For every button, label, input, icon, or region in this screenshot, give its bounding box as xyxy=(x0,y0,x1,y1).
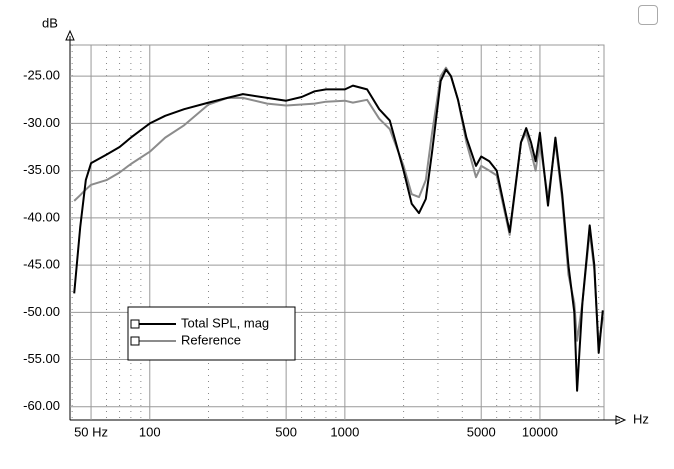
y-tick-label: -25.00 xyxy=(23,68,60,83)
y-tick-label: -60.00 xyxy=(23,398,60,413)
y-axis-arrow xyxy=(65,29,75,41)
y-tick-label: -30.00 xyxy=(23,115,60,130)
y-tick-label: -40.00 xyxy=(23,209,60,224)
x-axis-label: Hz xyxy=(633,411,649,426)
legend-marker xyxy=(130,336,140,346)
series-line xyxy=(73,68,604,392)
x-axis-arrow xyxy=(615,415,627,425)
legend-label: Total SPL, mag xyxy=(181,315,269,330)
y-tick-label: -35.00 xyxy=(23,162,60,177)
y-axis-label: dB xyxy=(42,15,58,30)
x-tick-label: 1000 xyxy=(330,424,359,439)
y-tick-label: -50.00 xyxy=(23,304,60,319)
x-tick-label: 50 Hz xyxy=(74,424,108,439)
x-tick-label: 10000 xyxy=(522,424,558,439)
legend-marker xyxy=(130,319,140,329)
checkbox[interactable] xyxy=(638,5,658,25)
x-tick-label: 100 xyxy=(139,424,161,439)
x-tick-label: 5000 xyxy=(467,424,496,439)
x-tick-label: 500 xyxy=(275,424,297,439)
y-tick-label: -45.00 xyxy=(23,257,60,272)
legend-box xyxy=(127,306,296,361)
legend: Total SPL, mag Reference xyxy=(127,306,296,361)
y-tick-label: -55.00 xyxy=(23,351,60,366)
legend-label: Reference xyxy=(181,332,241,347)
